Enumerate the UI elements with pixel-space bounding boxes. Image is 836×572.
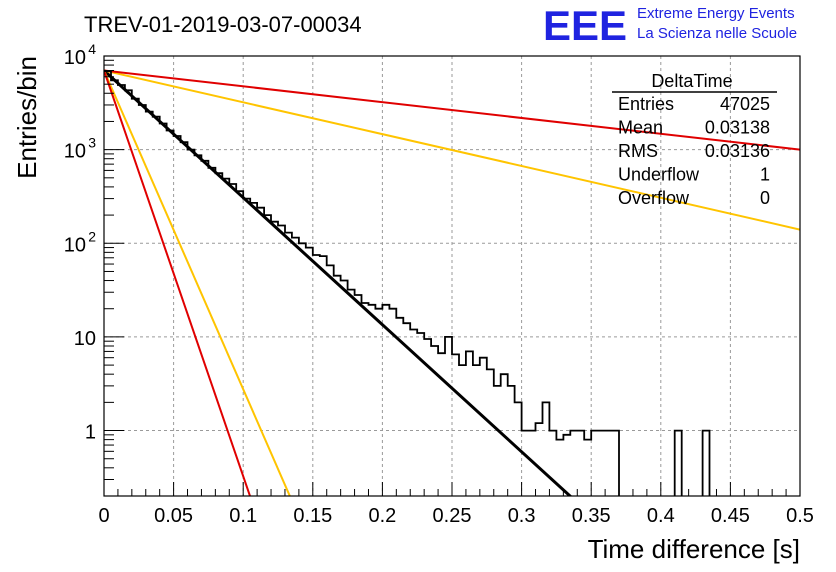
stats-box: DeltaTime Entries 47025 Mean 0.03138 RMS 0.03… xyxy=(612,71,777,208)
grid xyxy=(104,56,800,496)
stats-rows: Entries 47025 Mean 0.03138 RMS 0.03136Underfl… xyxy=(618,94,770,208)
logo-line-1: Extreme Energy Events xyxy=(637,5,795,22)
y-tick-label: 10 xyxy=(64,141,86,163)
y-tick-exponent: 2 xyxy=(88,228,96,244)
y-tick-label: 1 xyxy=(85,422,96,444)
histogram-outline xyxy=(104,70,711,496)
chart-title: TREV-01-2019-03-07-00034 xyxy=(84,12,362,37)
x-tick-label: 0 xyxy=(98,505,109,527)
x-tick-label: 0.35 xyxy=(572,505,611,527)
logo-line-2: La Scienza nelle Scuole xyxy=(637,25,797,42)
stats-name: DeltaTime xyxy=(651,71,732,91)
y-axis-label: Entries/bin xyxy=(12,56,42,179)
x-tick-label: 0.2 xyxy=(368,505,396,527)
x-tick-label: 0.4 xyxy=(647,505,675,527)
y-tick-label: 10 xyxy=(64,47,86,69)
x-axis-label: Time difference [s] xyxy=(588,534,800,564)
eee-logo: EEE Extreme Energy Events La Scienza nel… xyxy=(543,2,797,49)
fit-line xyxy=(104,70,291,496)
stats-row-label: Overflow xyxy=(618,188,690,208)
stats-row-value: 1 xyxy=(760,165,770,185)
stats-row-value: 47025 xyxy=(720,94,770,114)
fit-line xyxy=(104,69,800,231)
fit-lines xyxy=(104,69,800,496)
stats-row-value: 0.03138 xyxy=(705,118,770,138)
y-tick-label: 10 xyxy=(74,328,96,350)
stats-row-value: 0.03136 xyxy=(705,141,770,161)
fit-line xyxy=(104,69,800,151)
stats-row-label: Mean xyxy=(618,118,663,138)
x-tick-label: 0.25 xyxy=(433,505,472,527)
x-tick-label: 0.05 xyxy=(154,505,193,527)
y-tick-exponent: 3 xyxy=(88,135,96,151)
x-tick-label: 0.3 xyxy=(508,505,536,527)
fit-line xyxy=(104,70,252,496)
stats-row-label: RMS xyxy=(618,141,658,161)
x-tick-label: 0.5 xyxy=(786,505,814,527)
stats-row-label: Entries xyxy=(618,94,674,114)
y-tick-exponent: 4 xyxy=(88,41,96,57)
histogram xyxy=(104,70,711,496)
x-tick-label: 0.1 xyxy=(229,505,257,527)
stats-row-value: 0 xyxy=(760,188,770,208)
stats-row-label: Underflow xyxy=(618,165,700,185)
y-tick-label: 10 xyxy=(64,234,86,256)
x-tick-label: 0.15 xyxy=(293,505,332,527)
x-tick-label: 0.45 xyxy=(711,505,750,527)
logo-mark: EEE xyxy=(543,2,627,49)
axes: 0 0.05 0.1 0.15 0.2 0.25 0.3 0.35 0.4 0.45 0.51101… xyxy=(64,41,814,527)
